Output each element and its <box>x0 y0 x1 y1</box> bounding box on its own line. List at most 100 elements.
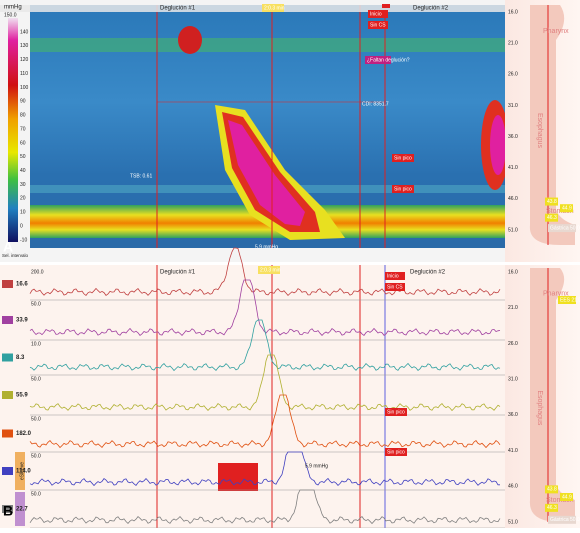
panel-label: B <box>3 503 13 519</box>
sleeve-tab <box>15 492 25 526</box>
channel-scale: 50.0 <box>31 453 41 459</box>
channel-tab <box>2 505 13 513</box>
sleeve: eSleeve <box>19 462 25 480</box>
depth: 51.0 <box>508 519 518 525</box>
marker: 43.8 <box>547 199 557 205</box>
no-peak-bg <box>385 408 407 416</box>
scale-max: 150.0 <box>4 12 17 18</box>
channel-tab <box>2 467 13 475</box>
trace <box>29 451 500 487</box>
marker: 44.9 <box>562 494 572 500</box>
swallow-1: Deglución #1 <box>160 6 196 12</box>
flag: Inicio <box>387 273 399 279</box>
interval: Sel. intervalo <box>2 253 29 258</box>
depth: 41.0 <box>508 165 518 171</box>
depth: 26.0 <box>508 341 518 347</box>
header-bar <box>0 5 505 12</box>
gastric-bg <box>548 224 576 233</box>
depth: 36.0 <box>508 412 518 418</box>
marker: 46.3 <box>547 215 557 221</box>
channel-value: 16.6 <box>16 282 28 288</box>
depth: 16.0 <box>508 9 518 15</box>
scale-tick: 60 <box>20 140 26 146</box>
swallow-2: Deglución #2 <box>410 270 446 276</box>
question-bg <box>365 56 391 64</box>
flag-bg <box>368 10 388 18</box>
depth: 31.0 <box>508 376 518 382</box>
marker-bg <box>560 493 573 501</box>
channel-scale: 50.0 <box>31 301 41 307</box>
unit: mmHg <box>4 5 22 11</box>
region: Stomach <box>546 208 574 215</box>
marker-bg <box>545 485 558 494</box>
sleeve-block <box>218 463 258 491</box>
channel-tab <box>2 280 13 288</box>
cdi: CDI: 8351.7 <box>362 101 389 107</box>
scale-tick: 40 <box>20 168 26 174</box>
time: 2:0.3 min <box>260 267 281 273</box>
depth: 21.0 <box>508 305 518 311</box>
channel-scale: 50.0 <box>31 491 41 497</box>
scale-tick: 80 <box>20 113 26 119</box>
trace <box>29 489 501 525</box>
flag-bg <box>368 21 388 29</box>
marker-bg <box>545 213 558 222</box>
ues-peak <box>178 26 202 54</box>
no-peak: Sin pico <box>387 449 405 455</box>
channel-scale: 50.0 <box>31 416 41 422</box>
depth: 46.0 <box>508 484 518 490</box>
channel-tab <box>2 353 13 362</box>
ues: EES 21.0 <box>560 297 580 303</box>
time-bg <box>258 266 280 274</box>
channel-value: 8.3 <box>16 355 25 361</box>
flag: Sin CS <box>387 284 403 290</box>
trace <box>29 247 501 297</box>
scale-tick: 130 <box>20 43 29 49</box>
channel-value: 114.0 <box>16 469 31 475</box>
no-peak-bg <box>392 154 414 162</box>
no-peak-bg <box>392 185 414 193</box>
esophagus-b <box>529 268 575 522</box>
scale-tick: -10 <box>20 237 27 243</box>
tsb: TSB: 0.61 <box>130 173 152 179</box>
scale-tick: 30 <box>20 182 26 188</box>
depth: 21.0 <box>508 40 518 46</box>
trace <box>29 354 501 412</box>
depth: 46.0 <box>508 196 518 202</box>
markers <box>156 5 386 248</box>
ues-bg <box>558 296 576 304</box>
depth: 51.0 <box>508 227 518 233</box>
channel-value: 22.7 <box>16 507 28 513</box>
marker-bg <box>545 197 558 206</box>
no-peak: Sin pico <box>394 186 412 192</box>
bolus <box>490 115 506 175</box>
marker: 44.9 <box>562 206 572 212</box>
gastric: Gástrica 50.0 <box>550 517 580 523</box>
sleeve-tab <box>15 452 25 490</box>
marker: 46.3 <box>547 505 557 511</box>
time-bg <box>262 4 284 12</box>
channel-scale: 50.0 <box>31 376 41 382</box>
region: Stomach <box>546 497 574 504</box>
region: Esophagus <box>536 390 543 426</box>
channel-value: 182.0 <box>16 431 32 437</box>
channel-scale: 10.0 <box>31 341 41 347</box>
pressure: 5.9 mmHg <box>305 463 328 469</box>
channel-tab <box>2 391 13 399</box>
flag-marker <box>382 4 390 8</box>
depth: 31.0 <box>508 103 518 109</box>
swallow-2: Deglución #2 <box>413 6 449 12</box>
channel-scale: 200.0 <box>31 269 44 275</box>
channel-tab <box>2 429 13 438</box>
scale-tick: 50 <box>20 154 26 160</box>
scale-tick: 70 <box>20 126 26 132</box>
scale-tick: 0 <box>20 223 23 229</box>
time: 2:0.3 min <box>264 5 285 11</box>
gastric-bg <box>548 515 576 524</box>
scale-tick: 120 <box>20 57 29 63</box>
region: Esophagus <box>536 113 543 149</box>
flag: Sin CS <box>370 22 386 28</box>
flag: Inicio <box>370 11 382 17</box>
scale-tick: 140 <box>20 29 29 35</box>
